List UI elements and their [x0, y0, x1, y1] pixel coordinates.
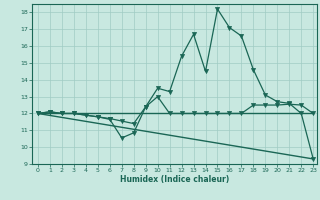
X-axis label: Humidex (Indice chaleur): Humidex (Indice chaleur) [120, 175, 229, 184]
